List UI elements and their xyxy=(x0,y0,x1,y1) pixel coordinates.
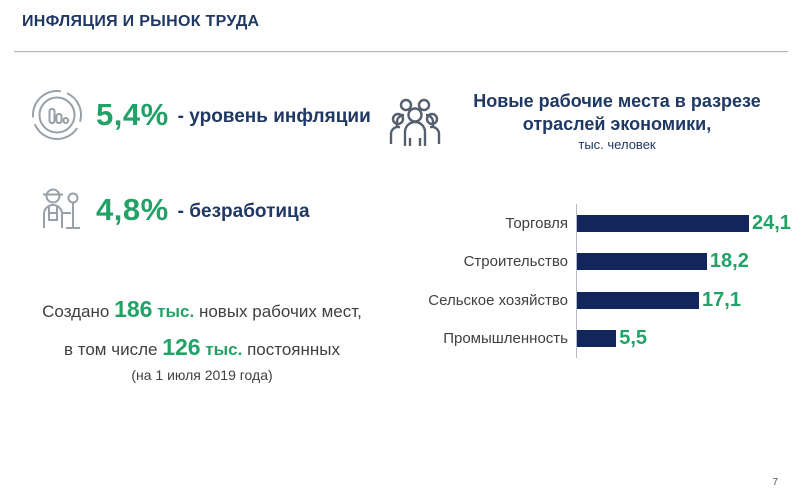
chart-category-label: Строительство xyxy=(463,253,568,271)
chart-plot-area: 24,1 xyxy=(576,204,794,243)
created-jobs-block: Создано 186 тыс. новых рабочих мест, в т… xyxy=(16,296,388,383)
chart-value-label: 5,5 xyxy=(619,327,648,350)
chart-category-label: Промышленность xyxy=(443,330,568,348)
created-line2-prefix: в том числе xyxy=(64,340,158,359)
chart-row: Промышленность 5,5 xyxy=(398,319,794,358)
chart-title-line1: Новые рабочие места в разрезе xyxy=(473,91,761,111)
worker-with-shovel-icon xyxy=(32,183,86,237)
chart-bar xyxy=(577,253,707,271)
chart-value-label: 17,1 xyxy=(702,288,741,311)
chart-category-label: Торговля xyxy=(505,214,568,232)
chart-row: Торговля 24,1 xyxy=(398,204,794,243)
chart-plot-area: 5,5 xyxy=(576,319,794,358)
chart-unit-label: тыс. человек xyxy=(578,137,656,152)
coin-bar-chart-icon xyxy=(28,86,86,144)
created-line2-value: 126 xyxy=(162,334,201,360)
title-divider xyxy=(14,51,788,52)
created-line2-suffix: постоянных xyxy=(247,340,340,359)
page-title: ИНФЛЯЦИЯ И РЫНОК ТРУДА xyxy=(22,13,260,30)
chart-bar xyxy=(577,214,749,232)
chart-row: Сельское хозяйство 17,1 xyxy=(398,281,794,320)
chart-header: Новые рабочие места в разрезе отраслей э… xyxy=(388,90,790,159)
inflation-stat: 5,4% - уровень инфляции xyxy=(28,86,371,144)
chart-category-label: Сельское хозяйство xyxy=(428,291,568,309)
unemployment-value: 4,8% xyxy=(96,192,169,227)
created-jobs-date: (на 1 июля 2019 года) xyxy=(131,367,273,383)
created-jobs-line1: Создано 186 тыс. новых рабочих мест, xyxy=(16,296,388,323)
created-line2-unit: тыс. xyxy=(205,340,243,359)
chart-bar xyxy=(577,330,617,348)
created-line1-prefix: Создано xyxy=(42,302,110,321)
chart-plot-area: 18,2 xyxy=(576,242,794,281)
created-line1-unit: тыс. xyxy=(157,302,195,321)
created-line1-suffix: новых рабочих мест, xyxy=(198,302,362,321)
inflation-label: - уровень инфляции xyxy=(177,106,371,127)
chart-title-block: Новые рабочие места в разрезе отраслей э… xyxy=(444,90,790,152)
inflation-value: 5,4% xyxy=(96,97,169,132)
unemployment-stat: 4,8% - безработица xyxy=(32,183,310,237)
created-line1-value: 186 xyxy=(114,296,153,322)
unemployment-label: - безработица xyxy=(177,201,310,222)
created-jobs-line2: в том числе 126 тыс. постоянных xyxy=(16,334,388,361)
bar-chart: Торговля 24,1 Строительство 18,2 Сельское хо… xyxy=(398,204,794,358)
bar-chart-rows: Торговля 24,1 Строительство 18,2 Сельское хо… xyxy=(398,204,794,358)
chart-title: Новые рабочие места в разрезе отраслей э… xyxy=(444,90,790,135)
chart-bar xyxy=(577,291,700,309)
chart-value-label: 18,2 xyxy=(709,250,749,273)
chart-title-line2: отраслей экономики, xyxy=(522,113,712,134)
chart-plot-area: 17,1 xyxy=(576,281,794,320)
chart-value-label: 24,1 xyxy=(752,211,791,234)
people-group-icon xyxy=(388,94,444,159)
chart-row: Строительство 18,2 xyxy=(398,242,794,281)
page-number: 7 xyxy=(772,477,778,488)
